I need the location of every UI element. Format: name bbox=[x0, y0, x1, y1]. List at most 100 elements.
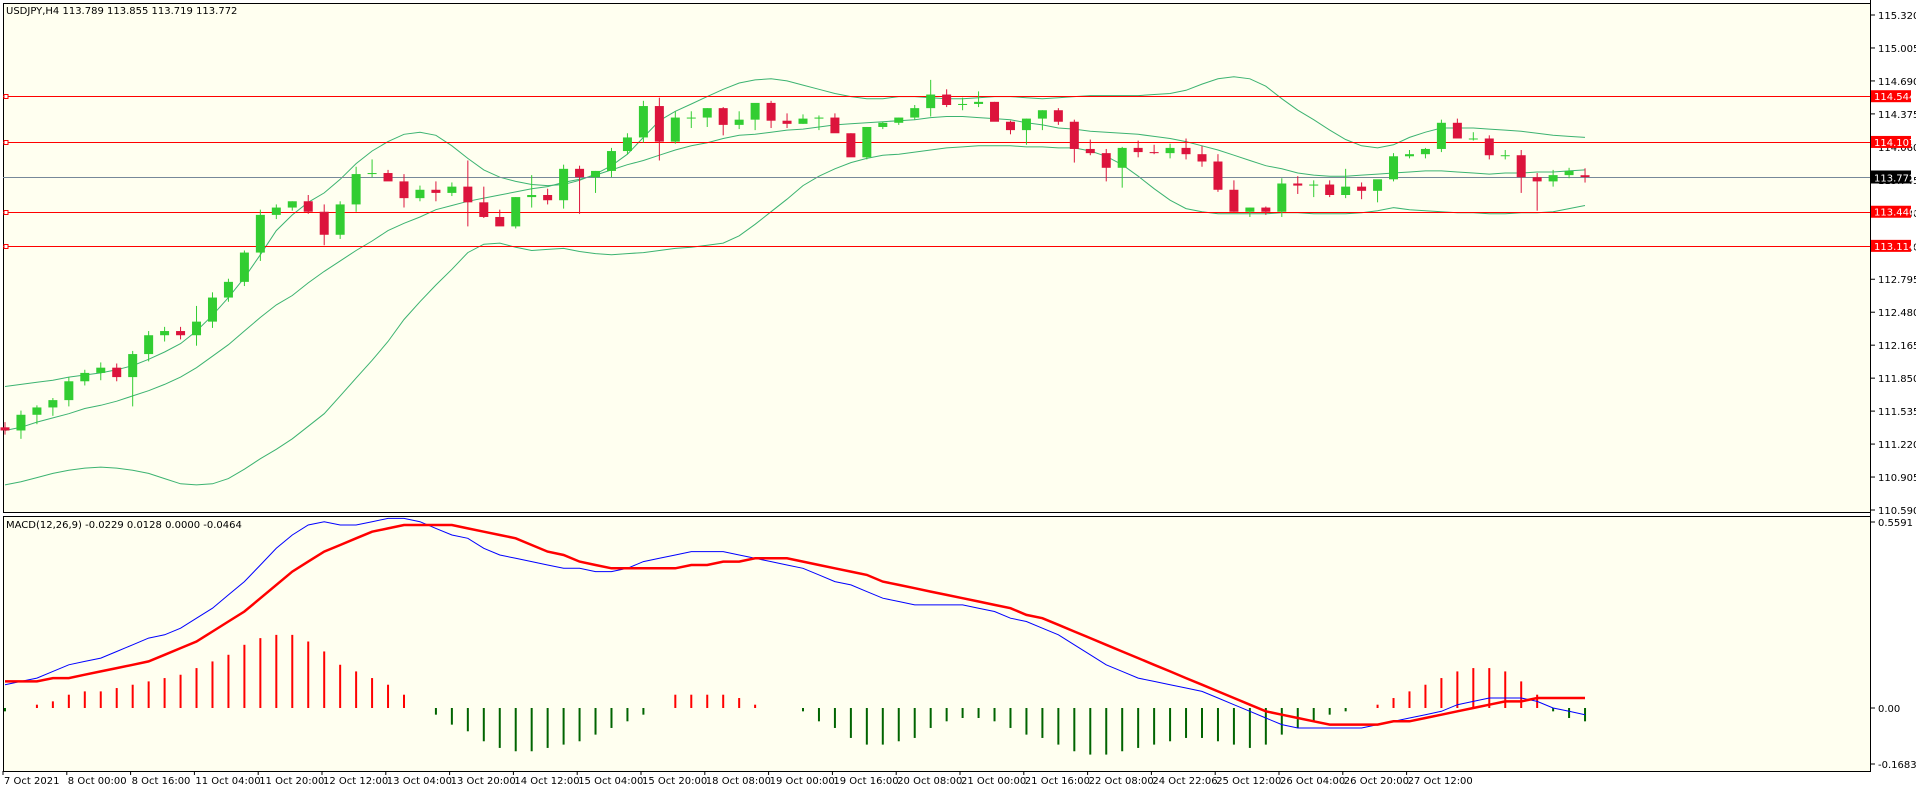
candle[interactable] bbox=[974, 91, 984, 108]
candle[interactable] bbox=[814, 115, 824, 131]
candle[interactable] bbox=[1564, 167, 1574, 179]
candle[interactable] bbox=[734, 111, 744, 130]
candle[interactable] bbox=[16, 410, 26, 439]
candle[interactable] bbox=[271, 204, 281, 220]
candle[interactable] bbox=[575, 165, 585, 214]
candle[interactable] bbox=[415, 185, 425, 202]
candle[interactable] bbox=[1069, 119, 1079, 163]
candle[interactable] bbox=[1245, 207, 1255, 217]
candle[interactable] bbox=[80, 369, 90, 386]
candle[interactable] bbox=[479, 186, 489, 219]
candle[interactable] bbox=[319, 204, 329, 246]
candle[interactable] bbox=[160, 326, 170, 342]
candle[interactable] bbox=[1085, 139, 1095, 156]
candle[interactable] bbox=[1373, 179, 1383, 203]
candle[interactable] bbox=[606, 147, 616, 178]
candle[interactable] bbox=[591, 170, 601, 193]
candle[interactable] bbox=[383, 169, 393, 182]
candle[interactable] bbox=[1404, 150, 1414, 159]
candle[interactable] bbox=[1357, 182, 1367, 200]
candle[interactable] bbox=[1165, 143, 1175, 159]
candle[interactable] bbox=[830, 113, 840, 134]
candle[interactable] bbox=[654, 97, 664, 161]
candle[interactable] bbox=[1548, 169, 1558, 187]
candle[interactable] bbox=[862, 126, 872, 160]
candle[interactable] bbox=[64, 377, 74, 407]
candle[interactable] bbox=[287, 201, 297, 211]
candle[interactable] bbox=[239, 250, 249, 287]
candle[interactable] bbox=[1117, 146, 1127, 188]
candle[interactable] bbox=[1133, 140, 1143, 158]
candle[interactable] bbox=[1293, 176, 1303, 194]
candle[interactable] bbox=[1468, 132, 1478, 141]
candle[interactable] bbox=[670, 111, 680, 144]
candle[interactable] bbox=[878, 121, 888, 130]
candle[interactable] bbox=[1341, 168, 1351, 199]
candle[interactable] bbox=[942, 89, 952, 108]
candle[interactable] bbox=[431, 181, 441, 202]
candle[interactable] bbox=[176, 326, 186, 340]
candle[interactable] bbox=[1325, 180, 1335, 198]
candle[interactable] bbox=[1484, 135, 1494, 160]
candle[interactable] bbox=[622, 133, 632, 155]
candle[interactable] bbox=[1580, 168, 1590, 183]
candle[interactable] bbox=[112, 363, 122, 382]
candle[interactable] bbox=[1452, 118, 1462, 139]
candle[interactable] bbox=[128, 350, 138, 407]
candle[interactable] bbox=[1309, 180, 1319, 198]
candle[interactable] bbox=[32, 405, 42, 425]
candle[interactable] bbox=[1532, 173, 1542, 211]
candle[interactable] bbox=[766, 100, 776, 129]
candle[interactable] bbox=[559, 164, 569, 209]
candle[interactable] bbox=[223, 278, 233, 302]
level-handle[interactable] bbox=[3, 244, 9, 249]
candle[interactable] bbox=[702, 108, 712, 127]
candle[interactable] bbox=[1436, 119, 1446, 153]
candle[interactable] bbox=[750, 102, 760, 131]
candle[interactable] bbox=[798, 114, 808, 124]
candle[interactable] bbox=[1229, 180, 1239, 212]
candle[interactable] bbox=[1389, 153, 1399, 182]
candle[interactable] bbox=[255, 209, 265, 261]
candle[interactable] bbox=[1101, 148, 1111, 182]
candle[interactable] bbox=[782, 113, 792, 129]
candle[interactable] bbox=[686, 111, 696, 129]
candle[interactable] bbox=[1149, 144, 1159, 155]
candle[interactable] bbox=[463, 160, 473, 227]
level-handle[interactable] bbox=[3, 94, 9, 99]
candle[interactable] bbox=[543, 188, 553, 205]
candle[interactable] bbox=[1420, 147, 1430, 159]
candle[interactable] bbox=[1213, 154, 1223, 192]
candle[interactable] bbox=[96, 362, 106, 381]
candle[interactable] bbox=[894, 117, 904, 125]
candle[interactable] bbox=[192, 305, 202, 346]
candle[interactable] bbox=[1181, 138, 1191, 160]
candle[interactable] bbox=[638, 100, 648, 143]
candle[interactable] bbox=[527, 175, 537, 208]
candle[interactable] bbox=[958, 97, 968, 111]
candle[interactable] bbox=[399, 174, 409, 208]
candle[interactable] bbox=[447, 182, 457, 197]
candle[interactable] bbox=[1005, 120, 1015, 135]
candle[interactable] bbox=[718, 107, 728, 136]
candle[interactable] bbox=[0, 422, 10, 435]
candle[interactable] bbox=[846, 133, 856, 158]
candle[interactable] bbox=[1197, 145, 1207, 167]
candle[interactable] bbox=[990, 101, 1000, 122]
candle[interactable] bbox=[1053, 108, 1063, 125]
candle[interactable] bbox=[1500, 150, 1510, 160]
candle[interactable] bbox=[48, 398, 58, 416]
candle[interactable] bbox=[495, 209, 505, 227]
candle[interactable] bbox=[511, 197, 521, 229]
candle[interactable] bbox=[335, 201, 345, 239]
candle[interactable] bbox=[1261, 206, 1271, 215]
candle[interactable] bbox=[926, 79, 936, 117]
candle[interactable] bbox=[1516, 150, 1526, 193]
candle[interactable] bbox=[351, 166, 361, 212]
candle[interactable] bbox=[303, 195, 313, 214]
candle[interactable] bbox=[144, 331, 154, 362]
level-handle[interactable] bbox=[3, 210, 9, 215]
candle[interactable] bbox=[1277, 178, 1287, 217]
candle[interactable] bbox=[207, 292, 217, 328]
